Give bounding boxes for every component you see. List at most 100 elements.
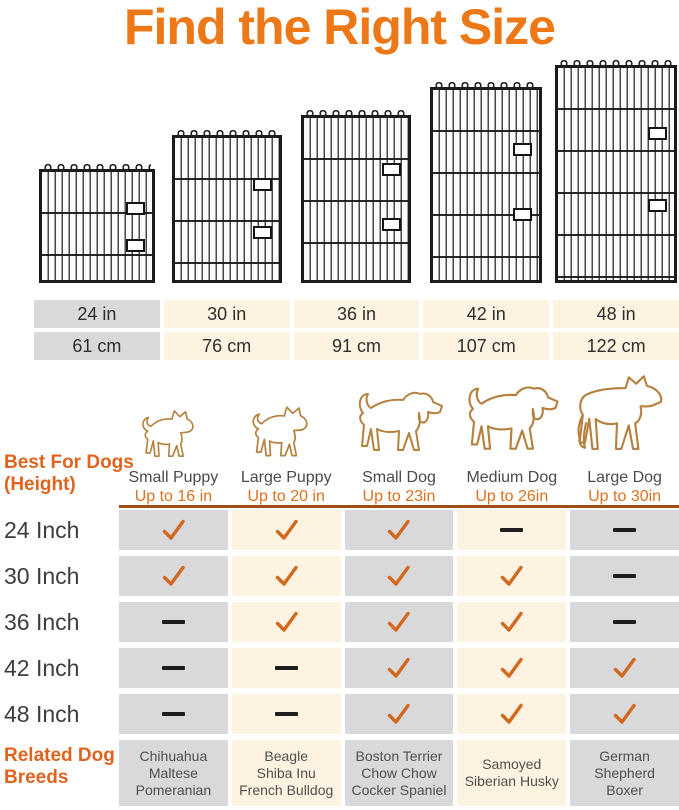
matrix-cell[interactable] [344, 648, 454, 688]
matrix-cell[interactable] [457, 694, 567, 734]
breed-name[interactable]: Cocker Spaniel [351, 781, 447, 798]
crate-42in-icon[interactable] [430, 81, 543, 283]
matrix-cell[interactable] [457, 556, 567, 596]
matrix-cell[interactable] [119, 556, 228, 596]
breed-name[interactable]: Chihuahua [139, 747, 208, 764]
matrix-cell[interactable] [231, 694, 341, 734]
crate-latch-icon[interactable] [125, 202, 145, 216]
matrix-cell[interactable] [231, 556, 341, 596]
dash-icon[interactable] [613, 528, 637, 532]
breed-cell[interactable]: Boston Terrier Chow Chow Cocker Spaniel [344, 740, 454, 806]
matrix-cell[interactable] [231, 510, 341, 550]
dog-max-height[interactable]: Up to 26in [475, 488, 549, 505]
crate-column[interactable] [423, 58, 549, 285]
crate-latch-icon[interactable] [648, 199, 668, 213]
size-cell-cm[interactable]: 107 cm [423, 332, 550, 360]
dog-max-height[interactable]: Up to 16 in [134, 488, 213, 505]
crate-latch-icon[interactable] [513, 143, 533, 157]
crate-latch-icon[interactable] [382, 163, 402, 177]
matrix-cell[interactable] [344, 694, 454, 734]
breed-name[interactable]: Chow Chow [361, 764, 437, 781]
dog-size-name[interactable]: Small Puppy [128, 469, 219, 486]
crate-30in-icon[interactable] [171, 129, 282, 283]
dash-icon[interactable] [613, 574, 637, 578]
size-cell-inches[interactable]: 24 in [34, 300, 160, 328]
crate-column[interactable] [553, 58, 679, 285]
crate-latch-icon[interactable] [648, 127, 668, 141]
breed-name[interactable]: Siberian Husky [464, 773, 559, 789]
size-cell-cm[interactable]: 122 cm [553, 332, 679, 360]
breed-name[interactable]: Beagle [264, 747, 308, 764]
dog-size-name[interactable]: Large Puppy [240, 469, 332, 486]
matrix-row-label[interactable]: 36 Inch [4, 609, 80, 635]
dog-size-name[interactable]: Medium Dog [466, 469, 558, 486]
crate-latch-icon[interactable] [252, 177, 272, 191]
dog-size-column[interactable]: Small Puppy Up to 16 in [119, 372, 228, 506]
dog-size-column[interactable]: Medium Dog Up to 26in [457, 372, 566, 506]
matrix-cell[interactable] [570, 648, 679, 688]
size-cell-inches[interactable]: 36 in [293, 300, 420, 328]
matrix-row-label[interactable]: 48 Inch [4, 701, 80, 727]
matrix-cell[interactable] [119, 694, 228, 734]
breed-cell[interactable]: German Shepherd Boxer [570, 740, 679, 806]
crate-latch-icon[interactable] [252, 226, 272, 240]
dash-icon[interactable] [613, 620, 637, 624]
breed-name[interactable]: Boston Terrier [355, 747, 443, 764]
dog-size-column[interactable]: Large Dog Up to 30in [570, 372, 679, 506]
breed-name[interactable]: French Bulldog [239, 781, 334, 798]
matrix-row-label[interactable]: 42 Inch [4, 655, 80, 681]
matrix-cell[interactable] [570, 694, 679, 734]
breed-name[interactable]: Samoyed [482, 756, 542, 772]
matrix-cell[interactable] [231, 602, 341, 642]
crate-latch-icon[interactable] [125, 238, 145, 252]
breed-name[interactable]: Maltese [148, 764, 198, 781]
dash-icon[interactable] [500, 528, 524, 532]
dash-icon[interactable] [274, 712, 298, 716]
crate-column[interactable] [164, 58, 290, 285]
breed-name[interactable]: Shepherd [594, 764, 655, 781]
size-cell-cm[interactable]: 76 cm [163, 332, 290, 360]
matrix-cell[interactable] [570, 556, 679, 596]
dog-max-height[interactable]: Up to 30in [588, 488, 662, 505]
dog-size-column[interactable]: Small Dog Up to 23in [345, 372, 454, 506]
dash-icon[interactable] [161, 666, 185, 670]
dog-size-name[interactable]: Large Dog [587, 469, 662, 486]
size-cell-inches[interactable]: 30 in [163, 300, 290, 328]
matrix-cell[interactable] [344, 602, 454, 642]
size-cell-cm[interactable]: 61 cm [34, 332, 160, 360]
crate-latch-icon[interactable] [382, 218, 402, 232]
breed-name[interactable]: Shiba Inu [256, 764, 316, 781]
dash-icon[interactable] [161, 620, 185, 624]
matrix-cell[interactable] [119, 602, 228, 642]
breed-name[interactable]: German [599, 747, 650, 764]
breed-name[interactable]: Boxer [606, 781, 643, 798]
crate-column[interactable] [294, 58, 420, 285]
matrix-row-label[interactable]: 30 Inch [4, 563, 80, 589]
matrix-cell[interactable] [457, 648, 567, 688]
matrix-cell[interactable] [231, 648, 341, 688]
matrix-cell[interactable] [119, 648, 228, 688]
matrix-cell[interactable] [457, 510, 567, 550]
crate-48in-icon[interactable] [555, 59, 678, 283]
matrix-cell[interactable] [457, 602, 567, 642]
dog-size-column[interactable]: Large Puppy Up to 20 in [232, 372, 341, 506]
crate-24in-icon[interactable] [38, 163, 155, 283]
dash-icon[interactable] [274, 666, 298, 670]
dash-icon[interactable] [161, 712, 185, 716]
crate-column[interactable] [34, 58, 160, 285]
matrix-cell[interactable] [570, 602, 679, 642]
size-cell-inches[interactable]: 42 in [423, 300, 550, 328]
dog-size-name[interactable]: Small Dog [362, 469, 436, 486]
dog-max-height[interactable]: Up to 20 in [247, 488, 325, 505]
size-cell-cm[interactable]: 91 cm [293, 332, 420, 360]
crate-latch-icon[interactable] [513, 207, 533, 221]
dog-max-height[interactable]: Up to 23in [362, 488, 436, 505]
breed-name[interactable]: Pomeranian [135, 781, 212, 798]
breed-cell[interactable]: Samoyed Siberian Husky [457, 740, 567, 806]
matrix-cell[interactable] [344, 556, 454, 596]
breed-cell[interactable]: Chihuahua Maltese Pomeranian [119, 740, 228, 806]
matrix-cell[interactable] [119, 510, 228, 550]
matrix-row-label[interactable]: 24 Inch [4, 517, 80, 543]
size-cell-inches[interactable]: 48 in [553, 300, 679, 328]
matrix-cell[interactable] [570, 510, 679, 550]
